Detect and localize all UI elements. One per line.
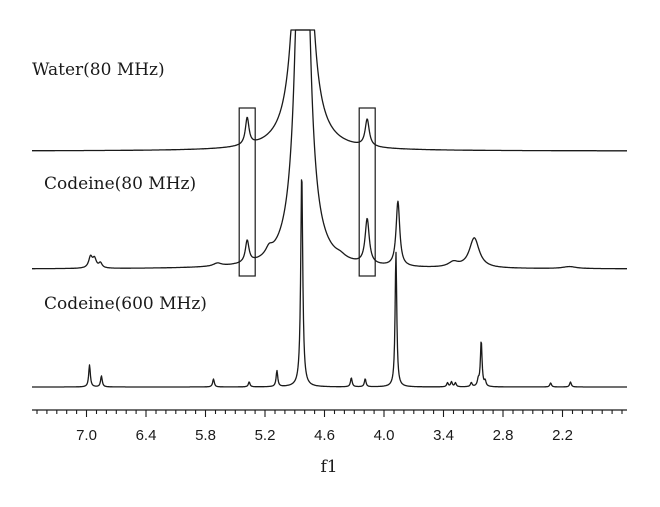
trace-codeine-600 <box>31 179 628 388</box>
x-tick-label: 4.6 <box>314 427 335 444</box>
series-labels: Water(80 MHz) Codeine(80 MHz) Codeine(60… <box>32 60 207 314</box>
x-tick-label: 2.8 <box>493 427 514 444</box>
x-tick-label: 3.4 <box>433 427 454 444</box>
x-tick-label: 5.8 <box>195 427 216 444</box>
x-tick-label: 5.2 <box>255 427 276 444</box>
spectrum-traces <box>31 29 628 388</box>
x-tick-label: 6.4 <box>136 427 157 444</box>
highlight-box-2 <box>358 107 376 277</box>
trace-water-80 <box>31 29 628 152</box>
highlight-box-1 <box>238 107 256 277</box>
x-tick-label: 4.0 <box>374 427 395 444</box>
series-label-codeine-600: Codeine(600 MHz) <box>44 294 207 314</box>
series-label-codeine-80: Codeine(80 MHz) <box>44 174 196 194</box>
series-label-water-80: Water(80 MHz) <box>32 60 165 80</box>
x-tick-label: 7.0 <box>76 427 97 444</box>
x-tick-label: 2.2 <box>552 427 573 444</box>
x-axis-title: f1 <box>320 457 337 477</box>
highlight-boxes <box>238 107 376 277</box>
x-axis-ticks: 7.0 6.4 5.8 5.2 4.6 4.0 3.4 2.8 2.2 <box>36 410 623 444</box>
trace-codeine-80 <box>31 29 628 270</box>
